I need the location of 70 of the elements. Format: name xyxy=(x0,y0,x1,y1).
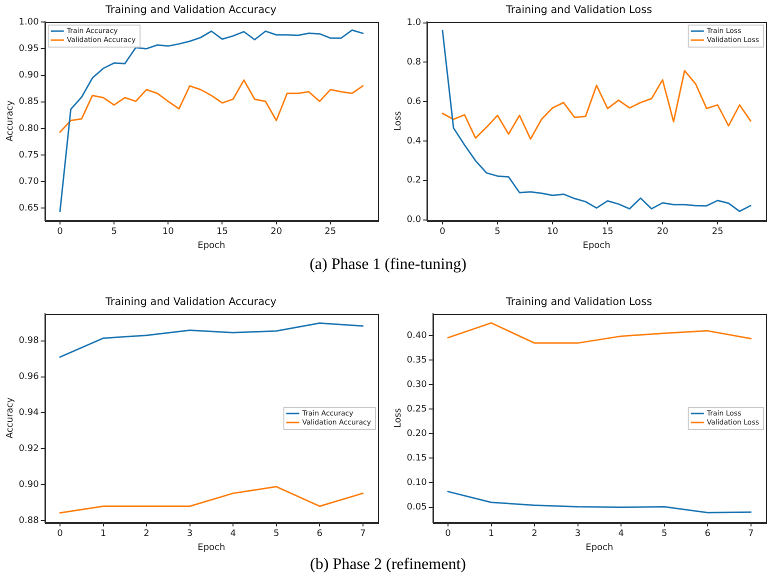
y-axis-title: Accuracy xyxy=(6,100,16,142)
y-tick-label: 0.6 xyxy=(406,96,422,107)
x-tick-label: 15 xyxy=(602,227,614,238)
y-tick-label: 0.40 xyxy=(406,331,428,342)
x-tick-label: 3 xyxy=(574,529,581,540)
x-tick-label: 4 xyxy=(230,529,236,540)
text: (a) Phase 1 (fine-tuning) xyxy=(308,256,468,274)
y-tick-label: 0.25 xyxy=(406,404,427,415)
x-tick-label: 20 xyxy=(270,227,282,238)
x-tick-label: 15 xyxy=(216,227,228,238)
x-tick-label: 5 xyxy=(111,227,117,238)
y-tick-label: 0.0 xyxy=(406,215,422,226)
y-tick-label: 0.05 xyxy=(406,502,427,513)
y-axis-title: Loss xyxy=(394,110,404,131)
x-axis-title: Epoch xyxy=(582,240,610,251)
x-tick-label: 7 xyxy=(360,529,366,540)
x-tick-label: 20 xyxy=(656,227,669,238)
y-axis-title: Accuracy xyxy=(6,396,16,439)
y-tick-label: 0.90 xyxy=(18,70,40,81)
x-tick-label: 1 xyxy=(100,529,106,540)
chart-title: Training and Validation Accuracy xyxy=(104,4,276,16)
y-tick-label: 0.94 xyxy=(18,408,40,418)
y-tick-label: 0.80 xyxy=(18,124,40,134)
x-axis-title: Epoch xyxy=(198,240,226,251)
y-tick-label: 0.8 xyxy=(406,58,422,68)
y-tick-label: 0.85 xyxy=(18,97,39,108)
chart-title: Training and Validation Accuracy xyxy=(104,296,276,308)
x-tick-label: 2 xyxy=(532,529,538,540)
x-tick-label: 1 xyxy=(488,529,494,540)
x-tick-label: 0 xyxy=(57,529,64,540)
x-tick-label: 5 xyxy=(494,227,500,238)
y-tick-label: 0.75 xyxy=(18,150,39,160)
y-tick-label: 0.10 xyxy=(406,478,428,488)
x-axis-title: Epoch xyxy=(586,542,614,553)
y-tick-label: 0.2 xyxy=(406,176,422,186)
y-tick-label: 0.4 xyxy=(406,136,422,146)
x-tick-label: 5 xyxy=(661,529,668,540)
y-tick-label: 0.70 xyxy=(18,176,40,187)
x-tick-label: 10 xyxy=(162,227,174,238)
x-tick-label: 4 xyxy=(618,529,624,540)
y-tick-label: 0.95 xyxy=(18,44,39,54)
x-tick-label: 6 xyxy=(704,529,711,540)
x-tick-label: 0 xyxy=(440,227,446,238)
chart-title: Training and Validation Loss xyxy=(504,4,652,16)
text: (b) Phase 2 (refinement) xyxy=(309,556,467,574)
y-tick-label: 0.98 xyxy=(18,336,40,346)
y-tick-label: 0.30 xyxy=(406,380,428,390)
y-axis-title: Loss xyxy=(394,408,404,428)
x-tick-label: 25 xyxy=(712,227,724,238)
x-tick-label: 2 xyxy=(144,529,150,540)
x-axis-title: Epoch xyxy=(198,542,226,553)
y-tick-label: 0.90 xyxy=(18,480,40,490)
x-tick-label: 0 xyxy=(57,227,64,238)
x-tick-label: 3 xyxy=(186,529,193,540)
x-tick-label: 25 xyxy=(324,227,336,238)
chart-title: Training and Validation Loss xyxy=(504,296,652,308)
y-tick-label: 0.35 xyxy=(406,356,427,366)
y-tick-label: 0.92 xyxy=(18,444,39,454)
y-tick-label: 0.20 xyxy=(406,429,428,440)
y-tick-label: 1.00 xyxy=(18,17,40,28)
y-tick-label: 0.65 xyxy=(18,204,39,214)
x-tick-label: 10 xyxy=(546,227,559,238)
x-tick-label: 0 xyxy=(445,529,452,540)
x-tick-label: 7 xyxy=(748,529,754,540)
y-tick-label: 1.0 xyxy=(406,18,422,28)
x-tick-label: 5 xyxy=(273,529,280,540)
y-tick-label: 0.96 xyxy=(18,372,40,382)
y-tick-label: 0.15 xyxy=(406,454,427,464)
y-tick-label: 0.88 xyxy=(18,516,40,526)
x-tick-label: 6 xyxy=(316,529,323,540)
